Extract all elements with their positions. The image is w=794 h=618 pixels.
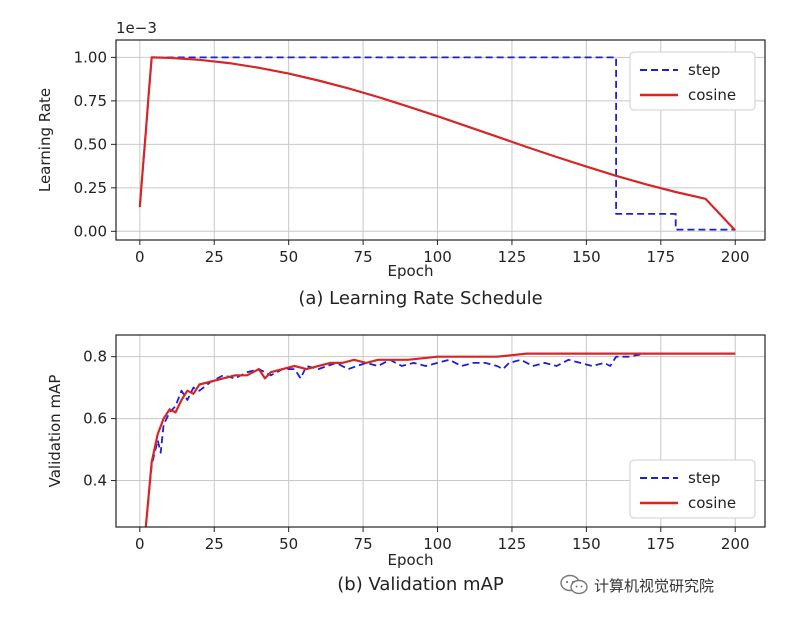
series-line-step xyxy=(138,56,736,231)
chart-panel-b: 0 25 50 75 100 125 150 175 200 0.4 0.6 0.8 Epoch Vali… xyxy=(46,334,766,595)
x-tick-label: 100 xyxy=(423,535,452,553)
legend: step cosine xyxy=(629,459,756,519)
x-tick-label: 50 xyxy=(279,248,298,266)
x-tick-label: 0 xyxy=(135,248,145,266)
y-tick-label: 0.25 xyxy=(74,179,107,197)
y-tick-label: 1.00 xyxy=(74,48,107,66)
y-axis-label: Validation mAP xyxy=(46,375,64,488)
series-line-cosine xyxy=(144,352,736,527)
legend-label-cosine: cosine xyxy=(688,86,736,104)
y-tick-label: 0.75 xyxy=(74,92,107,110)
x-tick-label: 200 xyxy=(721,535,750,553)
legend-label-step: step xyxy=(688,61,720,79)
x-axis-label: Epoch xyxy=(388,262,434,280)
x-tick-label: 75 xyxy=(354,248,373,266)
x-tick-label: 175 xyxy=(646,535,675,553)
y-tick-label: 0.50 xyxy=(74,135,107,153)
legend: step cosine xyxy=(629,51,756,111)
x-tick-label: 175 xyxy=(646,248,675,266)
x-tick-label: 25 xyxy=(205,248,224,266)
watermark: 计算机视觉研究院 xyxy=(560,574,714,596)
legend-label-step: step xyxy=(688,469,720,487)
x-tick-label: 125 xyxy=(498,535,527,553)
y-tick-label: 0.4 xyxy=(83,472,107,490)
x-tick-label: 200 xyxy=(721,248,750,266)
x-tick-label: 125 xyxy=(498,248,527,266)
plot-frame xyxy=(115,39,766,241)
panel-caption: (a) Learning Rate Schedule xyxy=(298,288,542,309)
y-tick-label: 0.8 xyxy=(83,348,107,366)
x-tick-label: 0 xyxy=(135,535,145,553)
x-tick-label: 150 xyxy=(572,535,601,553)
y-tick-label: 0.6 xyxy=(83,410,107,428)
x-tick-label: 50 xyxy=(279,535,298,553)
watermark-text: 计算机视觉研究院 xyxy=(594,576,715,595)
wechat-icon xyxy=(560,574,588,595)
x-tick-label: 75 xyxy=(354,535,373,553)
series-line-cosine xyxy=(138,56,737,232)
x-tick-label: 150 xyxy=(572,248,601,266)
chart-panel-a: 0 25 50 75 100 125 150 175 200 0.00 0.25 0.50 0.75 1.… xyxy=(36,19,766,309)
y-axis-label: Learning Rate xyxy=(36,88,54,192)
x-tick-label: 100 xyxy=(423,248,452,266)
legend-label-cosine: cosine xyxy=(688,494,736,512)
x-tick-label: 25 xyxy=(205,535,224,553)
x-axis-label: Epoch xyxy=(388,551,434,569)
y-offset-text: 1e−3 xyxy=(116,19,157,37)
plot-frame xyxy=(115,334,766,528)
y-tick-label: 0.00 xyxy=(74,222,107,240)
panel-caption: (b) Validation mAP xyxy=(337,574,504,595)
